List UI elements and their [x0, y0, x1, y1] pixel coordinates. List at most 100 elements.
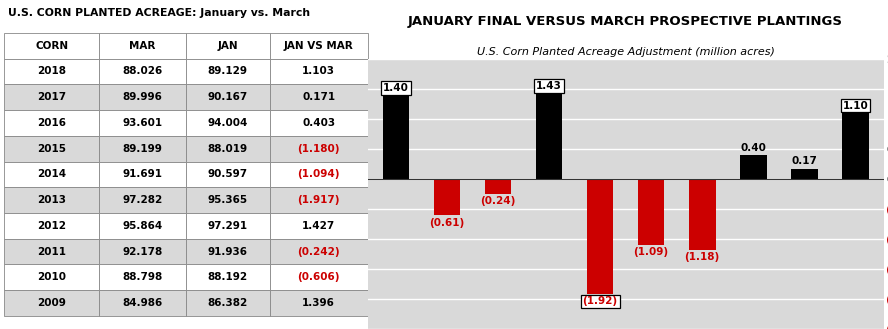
Text: 0.40: 0.40 — [741, 142, 766, 153]
Bar — [842, 113, 868, 179]
Bar — [186, 187, 270, 213]
Text: (1.094): (1.094) — [297, 169, 340, 179]
Bar — [791, 169, 818, 179]
Text: 84.986: 84.986 — [123, 298, 163, 308]
Bar — [270, 187, 368, 213]
Text: (0.242): (0.242) — [297, 246, 340, 257]
Bar — [99, 213, 186, 239]
Text: 86.382: 86.382 — [208, 298, 248, 308]
Text: 2013: 2013 — [37, 195, 67, 205]
Text: 97.291: 97.291 — [208, 221, 248, 231]
Bar — [270, 162, 368, 187]
Bar — [4, 84, 99, 110]
Bar — [99, 110, 186, 136]
Text: (0.606): (0.606) — [297, 272, 340, 282]
Bar — [740, 155, 766, 179]
Bar — [186, 213, 270, 239]
Text: 1.103: 1.103 — [302, 66, 335, 76]
Text: U.S. Corn Planted Acreage Adjustment (million acres): U.S. Corn Planted Acreage Adjustment (mi… — [477, 47, 774, 57]
Bar — [535, 93, 562, 179]
Bar — [270, 239, 368, 265]
Bar — [99, 84, 186, 110]
Text: 95.864: 95.864 — [123, 221, 163, 231]
Text: (0.24): (0.24) — [480, 196, 516, 206]
Text: 2015: 2015 — [37, 144, 67, 154]
Bar — [270, 136, 368, 162]
Text: 2010: 2010 — [37, 272, 67, 282]
Bar — [4, 265, 99, 290]
Text: (1.18): (1.18) — [685, 252, 720, 262]
Bar — [99, 239, 186, 265]
Bar — [4, 110, 99, 136]
Text: 89.996: 89.996 — [123, 92, 163, 102]
Bar — [4, 33, 99, 59]
Text: 2016: 2016 — [37, 118, 67, 128]
Text: 90.597: 90.597 — [208, 169, 248, 179]
Text: 2009: 2009 — [37, 298, 66, 308]
Text: JANUARY FINAL VERSUS MARCH PROSPECTIVE PLANTINGS: JANUARY FINAL VERSUS MARCH PROSPECTIVE P… — [408, 15, 843, 28]
Bar — [270, 33, 368, 59]
Text: 1.40: 1.40 — [383, 83, 408, 93]
Text: 2018: 2018 — [37, 66, 67, 76]
Text: 94.004: 94.004 — [208, 118, 248, 128]
Bar — [4, 162, 99, 187]
Text: 0.403: 0.403 — [302, 118, 336, 128]
Text: (1.92): (1.92) — [583, 296, 618, 306]
Bar — [270, 290, 368, 316]
Text: 89.199: 89.199 — [123, 144, 163, 154]
Bar — [587, 179, 614, 294]
Bar — [4, 239, 99, 265]
Bar — [433, 179, 460, 215]
Bar — [4, 59, 99, 84]
Text: 88.798: 88.798 — [123, 272, 163, 282]
Text: 92.178: 92.178 — [123, 246, 163, 257]
Text: MAR: MAR — [130, 41, 155, 51]
Bar — [186, 59, 270, 84]
Bar — [99, 290, 186, 316]
Bar — [270, 265, 368, 290]
Bar — [99, 59, 186, 84]
Text: 88.026: 88.026 — [123, 66, 163, 76]
Text: 93.601: 93.601 — [123, 118, 163, 128]
Text: CORN: CORN — [36, 41, 68, 51]
Text: 2011: 2011 — [37, 246, 67, 257]
Text: 91.691: 91.691 — [123, 169, 163, 179]
Bar — [270, 84, 368, 110]
Bar — [4, 290, 99, 316]
Text: 0.17: 0.17 — [791, 157, 817, 166]
Text: 91.936: 91.936 — [208, 246, 248, 257]
Bar — [186, 239, 270, 265]
Text: 95.365: 95.365 — [208, 195, 248, 205]
Bar — [186, 290, 270, 316]
Text: (1.180): (1.180) — [297, 144, 340, 154]
Bar — [99, 187, 186, 213]
Text: 0.171: 0.171 — [302, 92, 336, 102]
Text: JAN VS MAR: JAN VS MAR — [284, 41, 353, 51]
Text: 88.019: 88.019 — [208, 144, 248, 154]
Bar — [186, 265, 270, 290]
Bar — [270, 110, 368, 136]
Text: 1.427: 1.427 — [302, 221, 336, 231]
Bar — [4, 213, 99, 239]
Text: 88.192: 88.192 — [208, 272, 248, 282]
Text: 97.282: 97.282 — [123, 195, 163, 205]
Text: (1.917): (1.917) — [297, 195, 340, 205]
Bar — [485, 179, 511, 194]
Bar — [186, 162, 270, 187]
Bar — [186, 136, 270, 162]
Bar — [689, 179, 716, 250]
Text: 89.129: 89.129 — [208, 66, 248, 76]
Bar — [99, 265, 186, 290]
Bar — [186, 33, 270, 59]
Bar — [270, 59, 368, 84]
Bar — [186, 84, 270, 110]
Bar — [638, 179, 664, 245]
Bar — [383, 95, 409, 179]
Bar — [186, 110, 270, 136]
Text: 2014: 2014 — [37, 169, 67, 179]
Bar — [270, 213, 368, 239]
Text: JAN: JAN — [218, 41, 238, 51]
Text: U.S. CORN PLANTED ACREAGE: January vs. March: U.S. CORN PLANTED ACREAGE: January vs. M… — [8, 8, 310, 18]
Text: 1.396: 1.396 — [302, 298, 335, 308]
Bar — [99, 162, 186, 187]
